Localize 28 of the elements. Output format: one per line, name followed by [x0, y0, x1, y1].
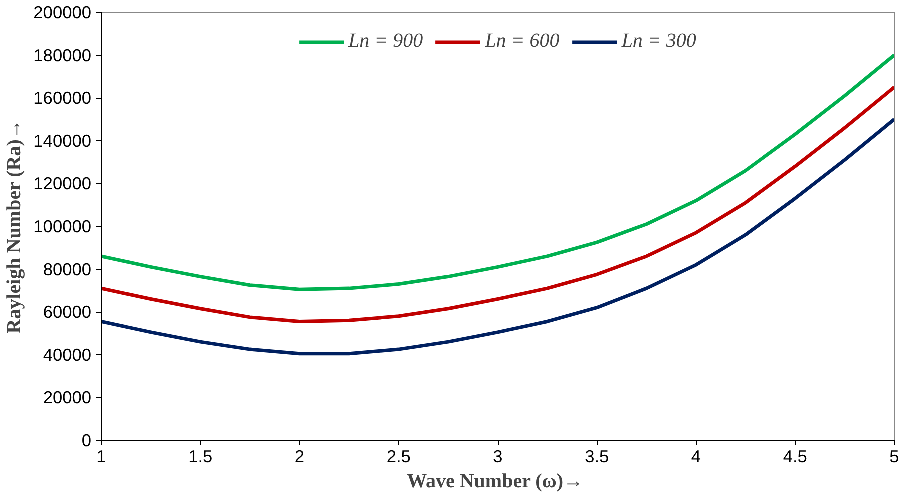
x-tick-label: 3.5 — [585, 446, 610, 466]
x-tick-label: 2 — [294, 446, 305, 466]
y-tick-label: 160000 — [34, 88, 92, 108]
legend-label: Ln = 300 — [622, 30, 696, 53]
y-tick-label: 20000 — [43, 388, 92, 408]
line-series — [102, 54, 894, 292]
x-tick-label: 5 — [890, 446, 900, 466]
y-tick-label: 0 — [82, 430, 92, 450]
x-tick-label: 3 — [493, 446, 503, 466]
x-tick-label: 1 — [96, 446, 106, 466]
y-tick-label: 120000 — [34, 174, 92, 194]
y-tick-label: 180000 — [34, 45, 92, 66]
y-tick-label: 60000 — [43, 302, 92, 322]
line-series — [102, 86, 894, 324]
y-axis-title: Rayleigh Number (Ra)→ — [4, 120, 26, 334]
legend-label: Ln = 900 — [348, 30, 424, 53]
x-axis-title: Wave Number (ω)→ — [407, 470, 584, 492]
y-tick-label: 100000 — [34, 216, 92, 236]
y-tick-label: 40000 — [43, 344, 92, 365]
y-tick-label: 140000 — [34, 130, 92, 151]
x-tick-label: 1.5 — [188, 446, 213, 466]
line-series — [102, 118, 894, 356]
y-tick-label: 200000 — [34, 2, 92, 22]
x-tick-label: 2.5 — [386, 446, 411, 466]
x-tick-label: 4.5 — [783, 446, 808, 466]
legend-label: Ln = 600 — [485, 30, 560, 53]
y-tick-label: 80000 — [43, 259, 92, 280]
x-tick-label: 4 — [691, 446, 702, 466]
